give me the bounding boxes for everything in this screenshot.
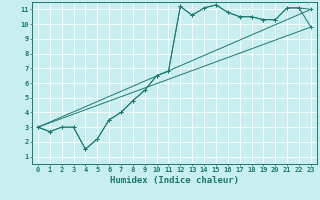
X-axis label: Humidex (Indice chaleur): Humidex (Indice chaleur) — [110, 176, 239, 185]
